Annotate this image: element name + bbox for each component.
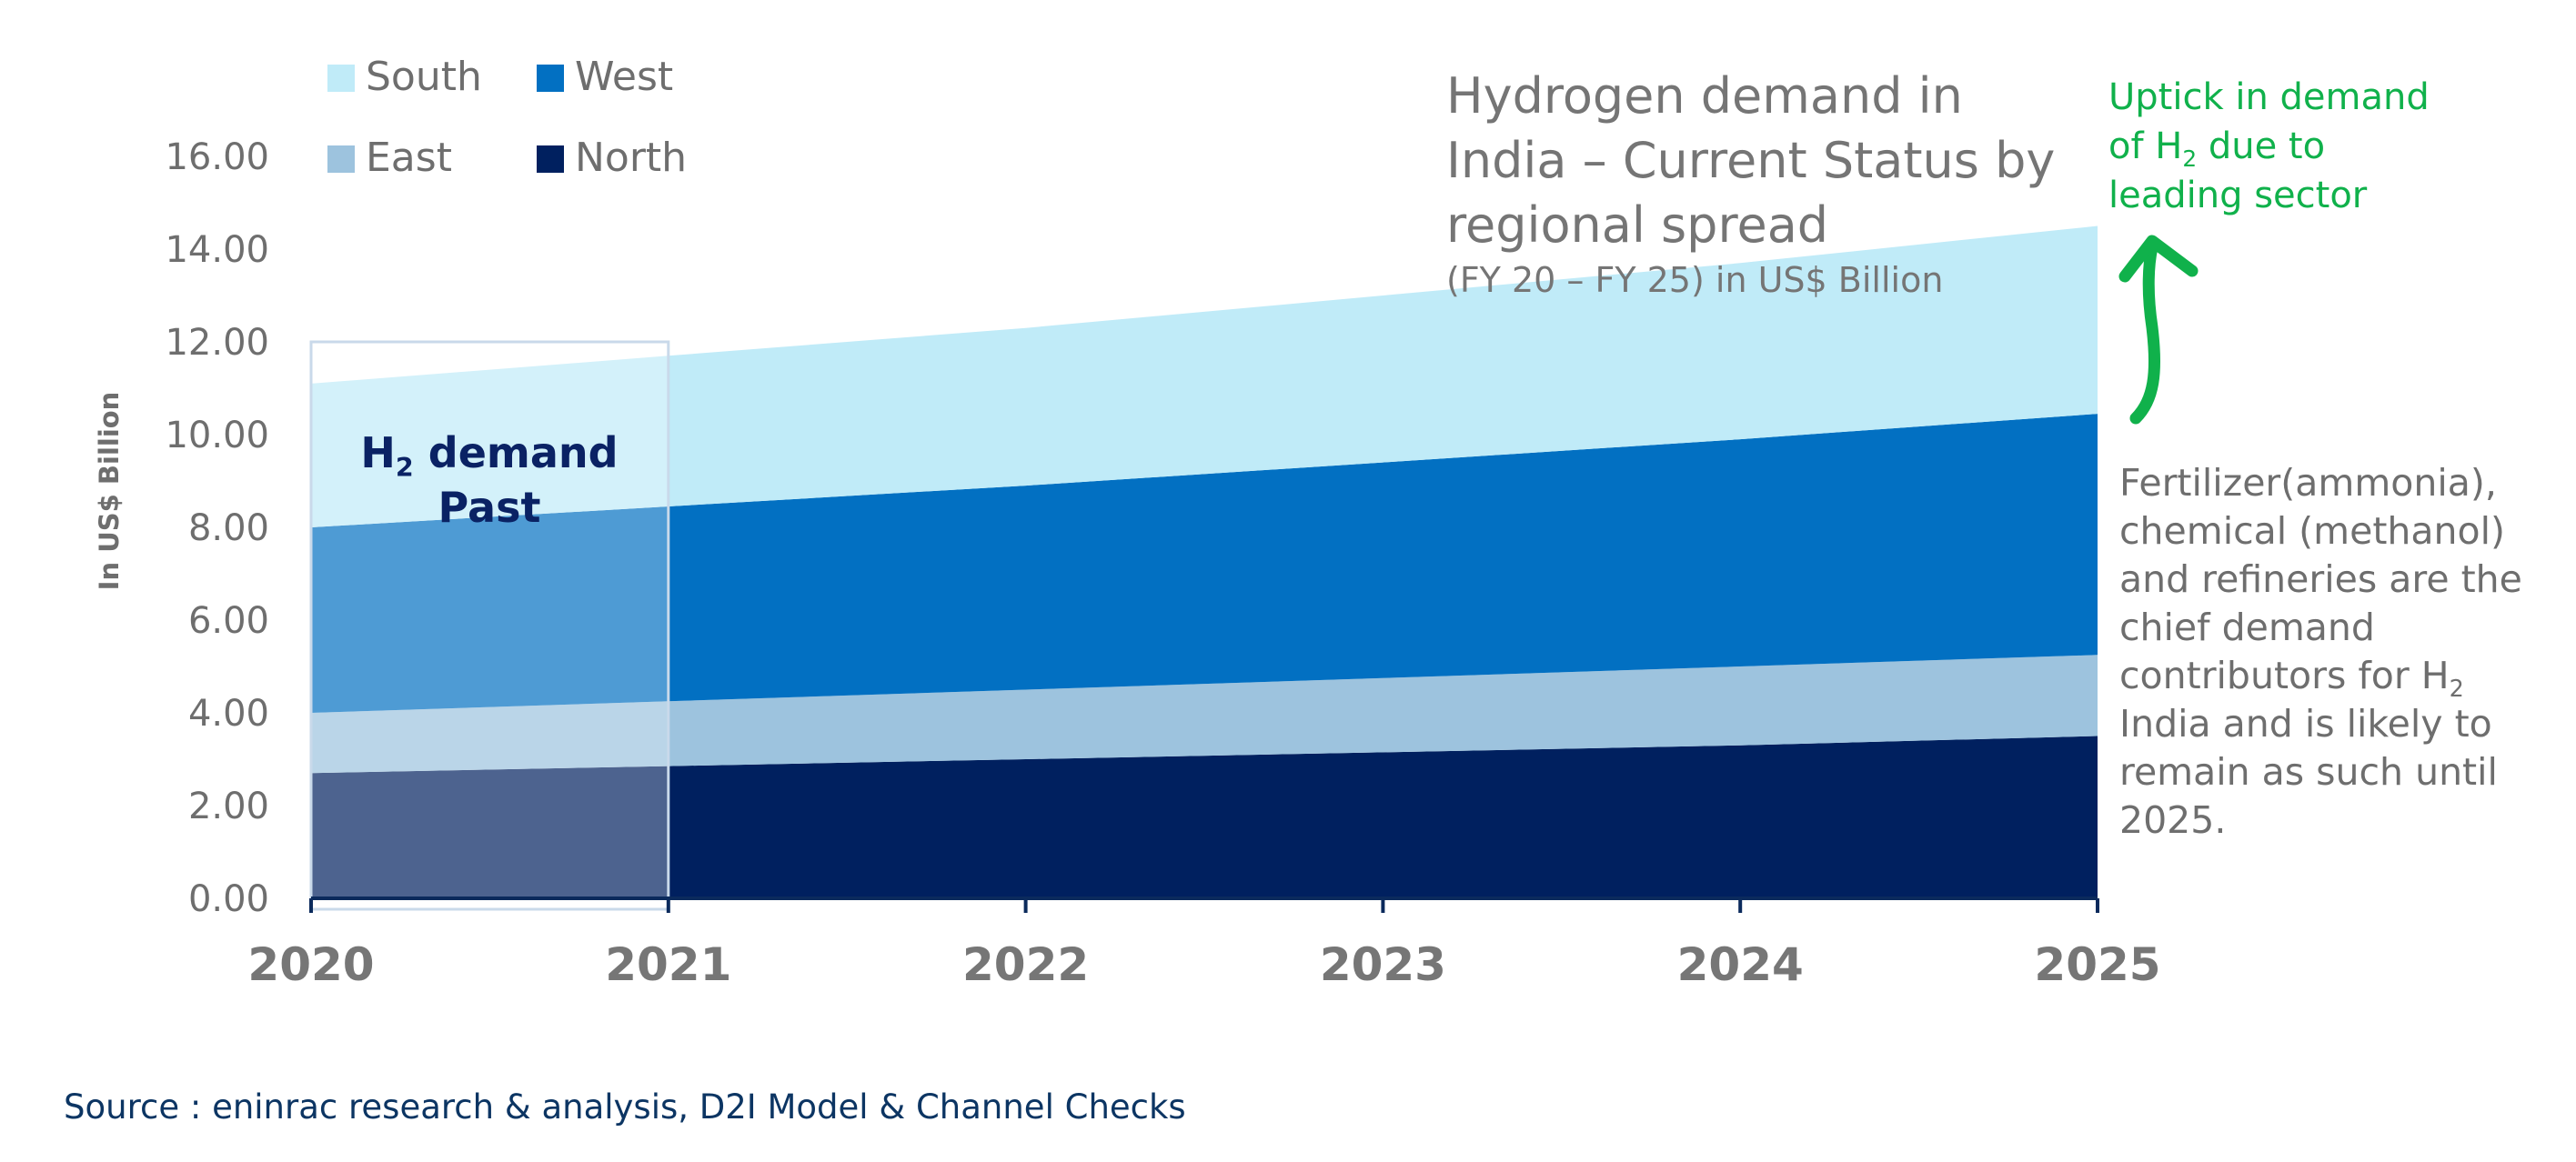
legend-swatch-north	[537, 145, 564, 173]
x-tick-label: 2025	[2034, 938, 2160, 991]
uptick-arrow-icon	[2118, 235, 2199, 425]
axes	[309, 897, 2099, 913]
legend-label-north: North	[575, 135, 687, 181]
chart-title: Hydrogen demand in India – Current Statu…	[1446, 67, 2056, 254]
y-tick-label: 10.00	[165, 415, 269, 456]
source-note: Source : eninrac research & analysis, D2…	[64, 1087, 1186, 1127]
note-sub: 2	[2449, 675, 2464, 703]
past-label-sub: 2	[395, 453, 414, 484]
y-tick-label: 6.00	[188, 600, 269, 642]
stacked-areas	[311, 225, 2098, 898]
uptick-line2-pre: of H	[2108, 125, 2183, 167]
note-part2: India and is likely to remain as such un…	[2119, 702, 2498, 842]
y-tick-label: 2.00	[188, 786, 269, 827]
x-tick-label: 2024	[1677, 938, 1804, 991]
past-demand-label: H2 demand Past	[311, 426, 668, 535]
x-tick-label: 2022	[962, 938, 1089, 991]
x-tick-label: 2023	[1320, 938, 1446, 991]
uptick-line3: leading sector	[2108, 175, 2368, 216]
x-tick-label: 2021	[605, 938, 731, 991]
y-tick-label: 14.00	[165, 229, 269, 271]
legend-label-south: South	[366, 54, 482, 100]
past-label-demand: demand	[428, 428, 619, 477]
uptick-annotation: Uptick in demand of H2 due to leading se…	[2108, 73, 2536, 220]
uptick-line1: Uptick in demand	[2108, 76, 2430, 118]
note-annotation: Fertilizer(ammonia), chemical (methanol)…	[2119, 459, 2556, 845]
legend-label-west: West	[575, 54, 673, 100]
past-highlight-overlay	[309, 340, 670, 911]
legend-swatch-west	[537, 65, 564, 92]
legend-swatch-east	[327, 145, 355, 173]
x-tick-labels: 2020 2021 2022 2023 2024 2025	[247, 938, 2160, 991]
area-north	[311, 736, 2098, 898]
y-tick-label: 12.00	[165, 322, 269, 364]
past-label-h: H	[360, 428, 396, 477]
note-part1: Fertilizer(ammonia), chemical (methanol)…	[2119, 461, 2522, 697]
legend-swatch-south	[327, 65, 355, 92]
uptick-line2-sub: 2	[2182, 145, 2198, 172]
y-tick-label: 0.00	[188, 878, 269, 920]
chart-title-block: Hydrogen demand in India – Current Statu…	[1446, 64, 2083, 303]
y-tick-label: 4.00	[188, 693, 269, 735]
area-south	[311, 225, 2098, 527]
legend: South West East North	[327, 54, 687, 181]
y-tick-label: 16.00	[165, 136, 269, 178]
past-label-past: Past	[438, 483, 541, 532]
chart-subtitle: (FY 20 – FY 25) in US$ Billion	[1446, 260, 1944, 300]
x-tick-label: 2020	[247, 938, 374, 991]
uptick-line2-post: due to	[2208, 125, 2326, 167]
legend-label-east: East	[366, 135, 452, 181]
y-tick-label: 8.00	[188, 507, 269, 549]
area-west	[311, 414, 2098, 713]
area-east	[311, 655, 2098, 774]
y-tick-labels: 0.00 2.00 4.00 6.00 8.00 10.00 12.00 14.00 16.00	[165, 136, 269, 920]
y-axis-label: In US$ Billion	[94, 392, 125, 591]
